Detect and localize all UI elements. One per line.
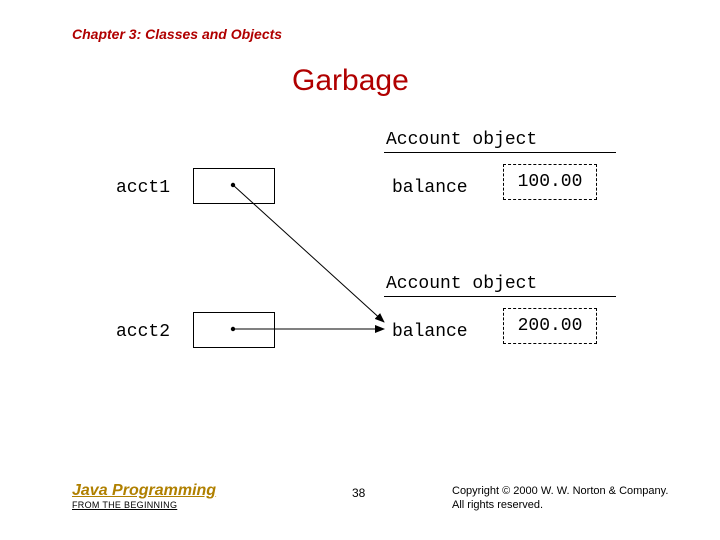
- object2-heading-text: Account object: [386, 274, 537, 294]
- object1-value-box: 100.00: [503, 164, 597, 200]
- page-number-text: 38: [352, 486, 365, 500]
- slide-title: Garbage: [292, 64, 409, 98]
- arrow-acct1-to-object2: [233, 185, 384, 322]
- object2-field-label-text: balance: [392, 322, 468, 342]
- object1-field-label: balance: [392, 178, 468, 198]
- slide-title-text: Garbage: [292, 64, 409, 97]
- brand-subtitle-text: FROM THE BEGINNING: [72, 500, 177, 510]
- brand-title: Java Programming: [72, 482, 216, 500]
- object2-heading: Account object: [386, 274, 537, 294]
- copyright-line2: All rights reserved.: [452, 498, 668, 512]
- slide: Chapter 3: Classes and Objects Garbage a…: [0, 0, 720, 540]
- brand-title-text: Java Programming: [72, 482, 216, 499]
- object2-rule: [384, 296, 616, 297]
- var-box-acct2: [193, 312, 275, 348]
- page-number: 38: [352, 486, 365, 500]
- object1-heading: Account object: [386, 130, 537, 150]
- brand-subtitle: FROM THE BEGINNING: [72, 500, 216, 510]
- footer-brand: Java Programming FROM THE BEGINNING: [72, 482, 216, 510]
- chapter-text: Chapter 3: Classes and Objects: [72, 26, 282, 42]
- var-label-acct1-text: acct1: [116, 178, 170, 198]
- object1-field-label-text: balance: [392, 178, 468, 198]
- var-label-acct1: acct1: [116, 178, 170, 198]
- object1-rule: [384, 152, 616, 153]
- chapter-heading: Chapter 3: Classes and Objects: [72, 26, 282, 42]
- object2-field-label: balance: [392, 322, 468, 342]
- object1-value: 100.00: [518, 172, 583, 192]
- object2-value: 200.00: [518, 316, 583, 336]
- object2-value-box: 200.00: [503, 308, 597, 344]
- copyright: Copyright © 2000 W. W. Norton & Company.…: [452, 484, 668, 513]
- copyright-line1: Copyright © 2000 W. W. Norton & Company.: [452, 484, 668, 498]
- var-label-acct2-text: acct2: [116, 322, 170, 342]
- object1-heading-text: Account object: [386, 130, 537, 150]
- var-box-acct1: [193, 168, 275, 204]
- var-label-acct2: acct2: [116, 322, 170, 342]
